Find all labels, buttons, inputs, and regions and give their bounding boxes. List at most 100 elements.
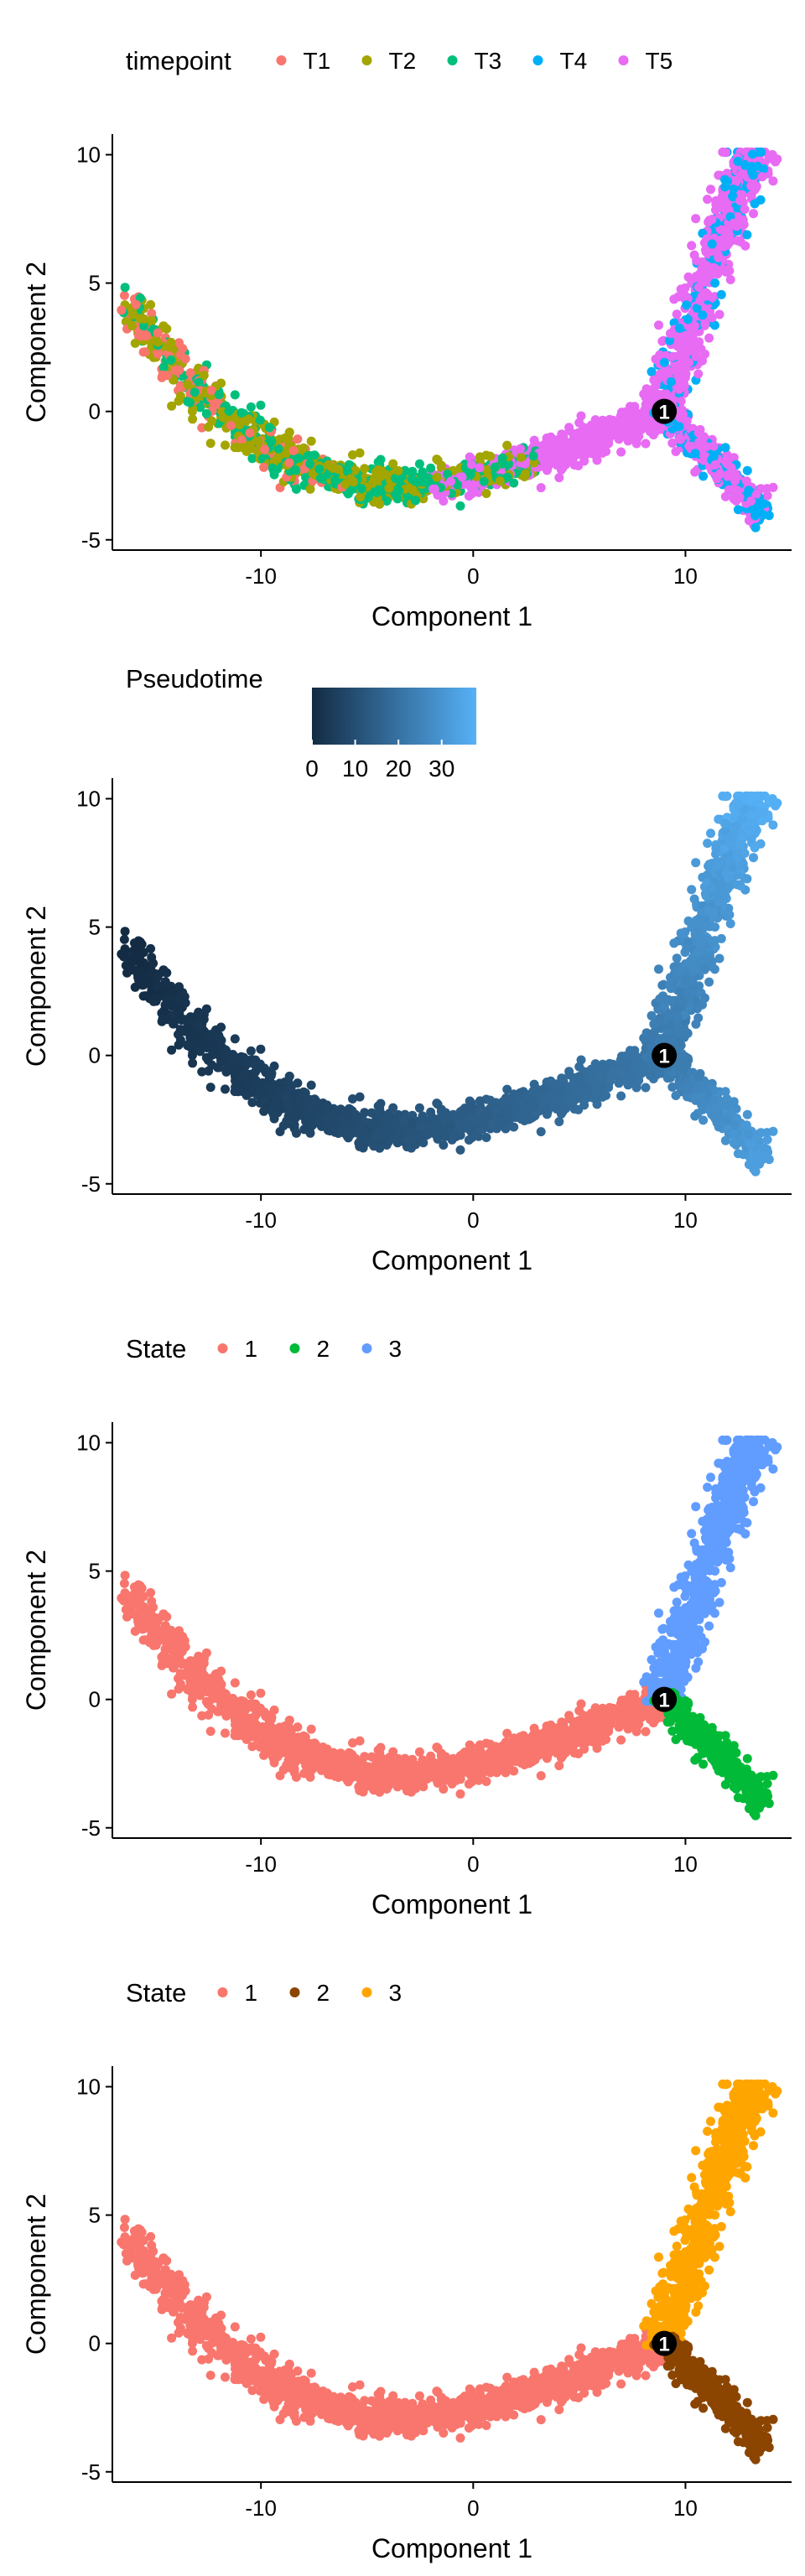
data-point <box>730 476 740 486</box>
data-point <box>711 844 721 854</box>
data-point <box>759 499 769 509</box>
data-point <box>373 1109 383 1119</box>
data-point <box>716 933 726 943</box>
data-point <box>147 959 157 969</box>
data-point <box>654 964 663 974</box>
data-point <box>597 438 607 448</box>
data-point <box>564 1090 574 1100</box>
data-point <box>146 943 156 953</box>
data-point <box>673 1012 683 1022</box>
data-point <box>128 309 138 319</box>
data-point <box>230 1034 240 1044</box>
data-point <box>135 958 145 968</box>
data-point <box>490 1106 500 1116</box>
data-point <box>446 1120 455 1130</box>
data-point <box>594 428 604 438</box>
data-point <box>572 1074 582 1084</box>
data-point <box>269 470 279 480</box>
data-point <box>587 1072 597 1083</box>
data-point <box>590 1059 600 1069</box>
data-point <box>481 489 491 498</box>
data-point <box>204 422 214 432</box>
data-point <box>749 209 758 219</box>
data-point <box>756 791 766 801</box>
data-point <box>744 486 754 496</box>
data-point <box>504 459 513 469</box>
data-point <box>638 1066 648 1076</box>
data-point <box>432 1098 442 1109</box>
data-point <box>394 486 404 496</box>
data-point <box>486 451 496 461</box>
data-point <box>725 275 735 284</box>
data-point <box>746 825 756 835</box>
data-point <box>360 464 370 474</box>
data-point <box>264 423 274 433</box>
data-point <box>720 148 730 158</box>
data-point <box>244 414 254 424</box>
data-point <box>374 485 384 495</box>
data-point <box>706 184 715 195</box>
data-point <box>255 415 265 425</box>
data-point <box>221 440 230 450</box>
data-point <box>694 337 704 347</box>
data-point <box>185 368 195 378</box>
data-point <box>457 1116 467 1126</box>
data-point <box>187 407 197 417</box>
data-point <box>572 430 582 440</box>
data-point <box>733 1149 743 1159</box>
data-point <box>528 1095 538 1105</box>
data-point <box>315 473 325 483</box>
data-point <box>475 463 485 473</box>
data-point <box>574 460 584 470</box>
data-point <box>647 1034 656 1044</box>
data-point <box>309 1094 319 1104</box>
data-point <box>256 400 266 410</box>
data-point <box>641 1083 651 1093</box>
data-point <box>393 465 403 475</box>
data-point <box>466 1104 476 1114</box>
data-point <box>237 435 247 445</box>
data-point <box>495 476 505 486</box>
data-point <box>370 1119 380 1130</box>
data-point <box>699 1115 709 1125</box>
data-point <box>633 413 643 423</box>
data-point <box>502 1084 512 1094</box>
data-point <box>288 1089 299 1099</box>
data-point <box>131 299 141 309</box>
data-point <box>666 329 675 339</box>
y-axis-title: Component 2 <box>21 262 51 423</box>
data-point <box>554 1117 564 1127</box>
data-point <box>463 1124 473 1134</box>
data-point <box>707 239 717 249</box>
data-point <box>253 436 263 446</box>
data-point <box>131 943 141 953</box>
data-point <box>374 1129 384 1139</box>
data-point <box>120 283 130 293</box>
data-point <box>428 1128 439 1138</box>
data-point <box>455 501 465 511</box>
data-point <box>343 466 353 476</box>
data-point <box>757 816 767 826</box>
data-point <box>700 319 710 329</box>
data-point <box>355 448 365 458</box>
data-point <box>291 1128 301 1138</box>
data-point <box>655 1013 665 1023</box>
data-point <box>226 1065 236 1075</box>
data-point <box>676 928 686 938</box>
data-point <box>659 357 669 367</box>
data-point <box>174 338 184 348</box>
data-point <box>516 444 525 454</box>
data-point <box>574 418 584 428</box>
data-point <box>291 465 301 475</box>
data-point <box>683 916 693 926</box>
data-point <box>247 454 257 464</box>
data-point <box>746 811 756 820</box>
data-point <box>676 397 686 407</box>
data-point <box>546 432 556 442</box>
data-point <box>690 467 700 477</box>
data-point <box>407 474 417 484</box>
data-point <box>683 958 693 969</box>
chart-panel-1: timepoint T1 T2 T3 T4 T5-10 0 10-50510Component… <box>21 46 792 631</box>
data-point <box>205 439 216 449</box>
data-point <box>690 449 700 459</box>
